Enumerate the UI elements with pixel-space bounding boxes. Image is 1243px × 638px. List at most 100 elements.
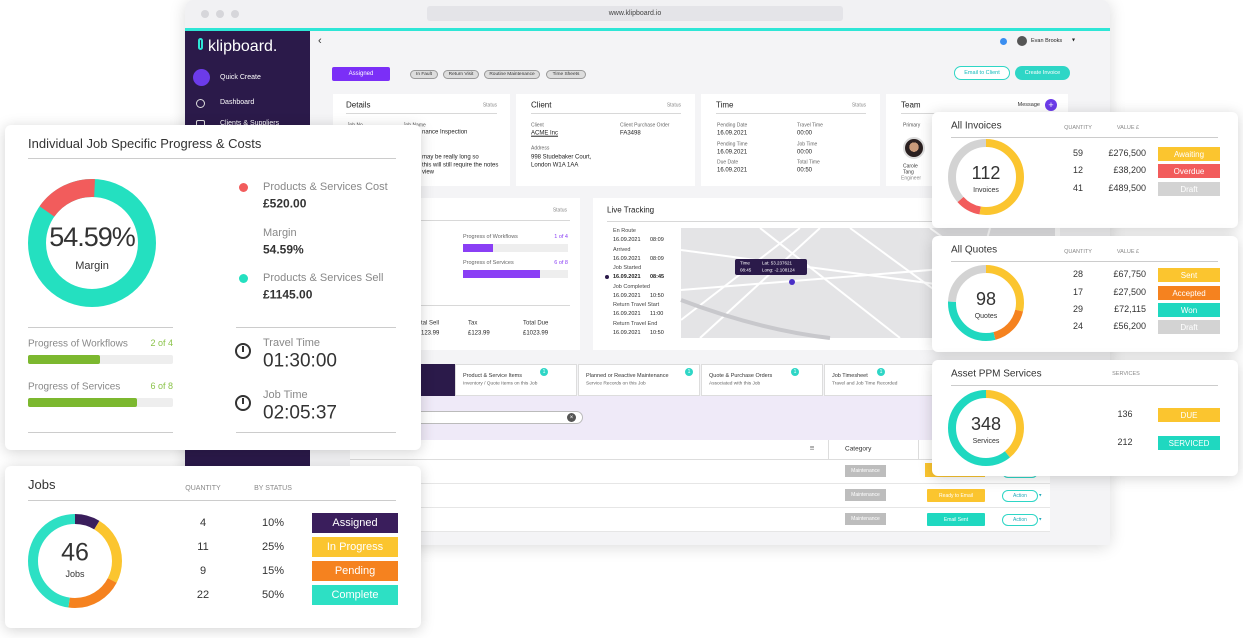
- user-name: Evan Brooks: [1031, 37, 1063, 44]
- field-label: Client: [531, 122, 544, 129]
- share: 25%: [261, 540, 285, 553]
- event-label: En Route: [613, 227, 636, 234]
- nav-item: Dashboard: [220, 99, 255, 107]
- quantity: 28: [1072, 269, 1084, 280]
- status-badge: Awaiting: [1158, 147, 1220, 161]
- tab[interactable]: [824, 364, 946, 396]
- total-value: 123.99: [421, 330, 440, 337]
- divider: [421, 305, 570, 306]
- progress-label: Progress of Workflows: [463, 233, 518, 240]
- field-value: nance Inspection: [422, 129, 468, 136]
- field-label: Travel Time: [797, 122, 823, 129]
- card-title: Jobs: [28, 476, 56, 492]
- status-tag[interactable]: Assigned: [332, 67, 390, 81]
- member-name: Tang: [903, 169, 914, 176]
- field-value: 16.09.2021: [717, 167, 748, 174]
- progress-track: [463, 244, 568, 252]
- column-header: QUANTITY: [1064, 124, 1092, 131]
- center-value: 112: [971, 163, 1001, 184]
- divider: [236, 327, 396, 328]
- event-time: 08:09: [650, 236, 664, 243]
- quick-create-button[interactable]: [193, 69, 210, 86]
- url: www.klipboard.io: [608, 10, 662, 18]
- button[interactable]: Email to Client: [954, 66, 1010, 80]
- quantity: 41: [1072, 183, 1084, 194]
- clear-button[interactable]: ×: [567, 413, 576, 422]
- item-value: £1145.00: [263, 287, 313, 302]
- quantity: 17: [1072, 287, 1084, 298]
- add-button[interactable]: +: [1045, 99, 1057, 111]
- value: £276,500: [1108, 148, 1146, 159]
- total-label: Total Due: [523, 320, 549, 327]
- clock-hand: [242, 398, 244, 404]
- time-label: Job Time: [263, 388, 308, 401]
- event-time: 11:00: [650, 311, 664, 318]
- progress-value: 1 of 4: [554, 233, 568, 240]
- progress-label: Progress of Services: [28, 381, 121, 393]
- tag[interactable]: Routine Maintenance: [484, 70, 540, 79]
- action-button[interactable]: Action: [1002, 490, 1038, 502]
- field-label: Pending Date: [717, 122, 748, 129]
- value: £27,500: [1113, 287, 1146, 298]
- status-badge: Accepted: [1158, 286, 1220, 300]
- card-title: All Quotes: [951, 244, 998, 256]
- divider: [951, 385, 1218, 386]
- tab[interactable]: [701, 364, 823, 396]
- tab-title: Quote & Purchase Orders: [709, 372, 773, 379]
- action-button[interactable]: Action: [1002, 514, 1038, 526]
- total-value: £123.99: [468, 330, 490, 337]
- panel-title: Team: [901, 100, 921, 110]
- link: Message: [1017, 101, 1040, 108]
- tag[interactable]: Time Sheets: [546, 70, 586, 79]
- column-header: QUANTITY: [185, 485, 221, 493]
- quantity: 4: [199, 516, 207, 529]
- event-date: 16.09.2021: [613, 274, 641, 281]
- field-value: 00:00: [797, 130, 813, 137]
- field-label: Pending Time: [717, 140, 748, 147]
- event-time: 08:09: [650, 255, 664, 262]
- total-label: Tax: [468, 320, 478, 327]
- logo: klipboard.: [208, 38, 278, 56]
- panel-title: Details: [346, 100, 371, 110]
- status-badge: Draft: [1158, 320, 1220, 334]
- quantity: 24: [1072, 321, 1084, 332]
- event-time: 10:50: [650, 292, 664, 299]
- clock-icon: [235, 343, 251, 359]
- divider: [28, 327, 173, 328]
- panel: [516, 94, 695, 186]
- item-value: 54.59%: [263, 242, 304, 257]
- divider: [607, 221, 1055, 222]
- divider: [28, 158, 396, 159]
- progress-value: 6 of 8: [150, 381, 173, 392]
- panel-status: Status: [851, 102, 866, 109]
- tab[interactable]: [578, 364, 700, 396]
- card-title: All Invoices: [951, 120, 1002, 132]
- caret: ▾: [1039, 516, 1042, 523]
- event-date: 16.09.2021: [613, 236, 641, 243]
- tab[interactable]: [455, 364, 577, 396]
- field-value: 00:50: [797, 167, 813, 174]
- quantity: 212: [1117, 437, 1133, 448]
- progress-value: 6 of 8: [554, 259, 568, 266]
- share: 50%: [261, 588, 285, 601]
- category-chip: Maintenance: [845, 465, 886, 477]
- tooltip-text: 08:45: [740, 267, 752, 273]
- field-label: Job Time: [797, 140, 818, 147]
- event-date: 16.09.2021: [613, 292, 641, 299]
- column-header: SERVICES: [1112, 370, 1140, 377]
- tag[interactable]: Return Visit: [443, 70, 479, 79]
- nav-item: Quick Create: [220, 74, 261, 82]
- filter-icon: ≡: [809, 443, 815, 453]
- badge: 1: [685, 368, 693, 376]
- field-value: ACME Inc: [531, 130, 559, 137]
- panel-title: Time: [716, 100, 734, 110]
- tag[interactable]: In Fault: [410, 70, 438, 79]
- divider: [951, 261, 1218, 262]
- panel: [701, 94, 880, 186]
- window-dot: [201, 10, 209, 18]
- status-badge: Won: [1158, 303, 1220, 317]
- category-chip: Maintenance: [845, 489, 886, 501]
- button[interactable]: Create Invoice: [1015, 66, 1070, 80]
- divider: [951, 137, 1218, 138]
- event-label: Return Travel End: [613, 320, 658, 327]
